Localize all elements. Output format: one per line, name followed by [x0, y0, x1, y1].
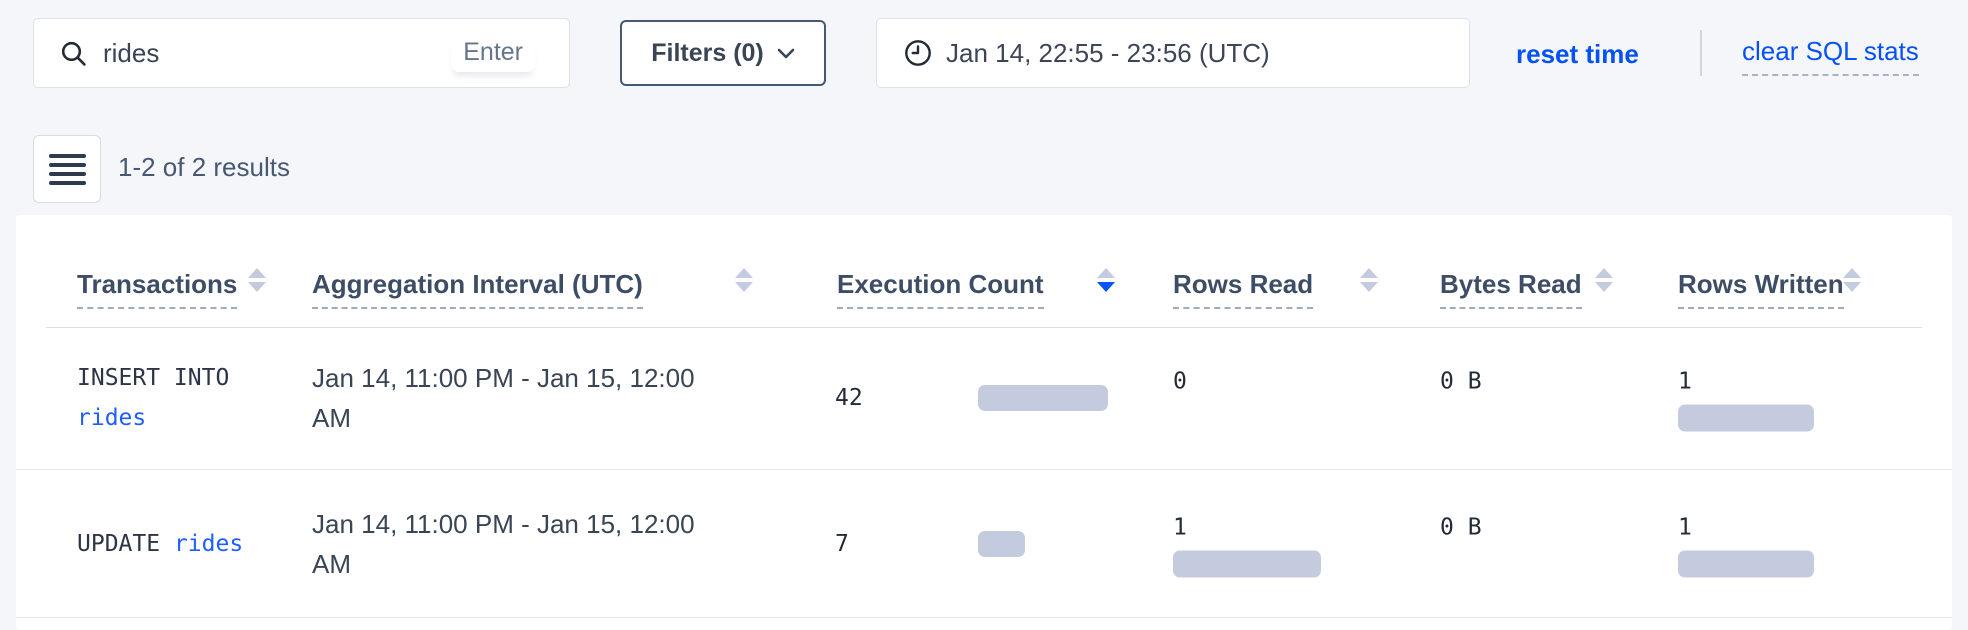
sort-control-aggregation-interval[interactable] — [735, 268, 753, 292]
rows-written-bar — [1678, 550, 1814, 577]
execution-count-value: 7 — [835, 530, 849, 557]
aggregation-interval-cell: Jan 14, 11:00 PM - Jan 15, 12:00 AM — [312, 363, 695, 433]
bytes-read-cell: 0 B — [1440, 365, 1640, 432]
sort-control-transactions[interactable] — [248, 268, 266, 292]
statement-keyword: INSERT INTO — [77, 365, 230, 391]
sort-asc-icon — [248, 268, 266, 278]
results-count-text: 1-2 of 2 results — [118, 152, 290, 182]
column-header-execution-count: Execution Count — [837, 269, 1044, 309]
column-header-rows-written: Rows Written — [1678, 269, 1844, 309]
column-header-label[interactable]: Rows Read — [1173, 269, 1314, 309]
table-row: INSERT INTO rides Jan 14, 11:00 PM - Jan… — [16, 327, 1952, 470]
rows-read-value: 1 — [1173, 514, 1187, 540]
execution-count-cell: 42 — [835, 376, 1135, 420]
column-header-bytes-read: Bytes Read — [1440, 269, 1582, 309]
table-row: UPDATE rides Jan 14, 11:00 PM - Jan 15, … — [16, 470, 1952, 618]
search-box[interactable]: Enter — [33, 18, 570, 88]
rows-written-cell: 1 — [1678, 510, 1908, 577]
rows-read-cell: 0 — [1173, 365, 1403, 432]
aggregation-interval-cell: Jan 14, 11:00 PM - Jan 15, 12:00 AM — [312, 508, 695, 579]
sort-control-rows-written[interactable] — [1843, 268, 1861, 292]
enter-key-hint: Enter — [451, 35, 535, 72]
execution-count-bar — [978, 385, 1108, 411]
header-divider — [46, 327, 1922, 328]
rows-read-cell: 1 — [1173, 510, 1403, 577]
table-link[interactable]: rides — [173, 530, 244, 557]
table-link[interactable]: rides — [77, 405, 147, 431]
rows-written-value: 1 — [1678, 514, 1692, 540]
transaction-cell: UPDATE rides — [77, 524, 277, 564]
filters-button[interactable]: Filters (0) — [620, 20, 826, 86]
time-range-label: Jan 14, 22:55 - 23:56 (UTC) — [946, 37, 1270, 68]
chevron-down-icon — [777, 48, 795, 59]
toolbar-divider — [1700, 30, 1702, 76]
sort-desc-icon — [1595, 282, 1613, 292]
column-header-label[interactable]: Transactions — [77, 269, 238, 309]
execution-count-value: 42 — [835, 385, 863, 411]
execution-count-bar — [978, 530, 1025, 557]
sort-desc-icon — [248, 282, 266, 292]
rows-written-cell: 1 — [1678, 365, 1908, 432]
search-input[interactable] — [103, 37, 452, 69]
column-header-aggregation-interval: Aggregation Interval (UTC) — [312, 269, 643, 309]
bytes-read-value: 0 B — [1440, 514, 1482, 540]
time-range-picker[interactable]: Jan 14, 22:55 - 23:56 (UTC) — [876, 18, 1470, 88]
column-header-label[interactable]: Aggregation Interval (UTC) — [312, 269, 643, 309]
bytes-read-value: 0 B — [1440, 368, 1482, 395]
menu-lines-icon — [48, 153, 86, 185]
sort-asc-icon — [1097, 268, 1115, 278]
rows-written-value: 1 — [1678, 368, 1692, 395]
column-header-transactions: Transactions — [77, 269, 238, 309]
bytes-read-cell: 0 B — [1440, 510, 1640, 577]
clock-icon — [904, 39, 932, 67]
statement-keyword: UPDATE — [77, 530, 161, 557]
sort-control-bytes-read[interactable] — [1595, 268, 1613, 292]
filters-label: Filters (0) — [651, 38, 764, 67]
column-selector-button[interactable] — [33, 135, 101, 203]
column-header-label[interactable]: Execution Count — [837, 269, 1044, 309]
clear-sql-stats-link[interactable]: clear SQL stats — [1742, 36, 1919, 76]
rows-written-bar — [1678, 404, 1814, 432]
reset-time-link[interactable]: reset time — [1516, 39, 1639, 69]
column-header-label[interactable]: Bytes Read — [1440, 269, 1582, 309]
sort-desc-icon — [735, 282, 753, 292]
sort-asc-icon — [1595, 268, 1613, 278]
execution-count-cell: 7 — [835, 522, 1135, 566]
rows-read-value: 0 — [1173, 368, 1187, 395]
sort-desc-icon — [1097, 282, 1115, 292]
column-header-label[interactable]: Rows Written — [1678, 269, 1844, 309]
column-header-rows-read: Rows Read — [1173, 269, 1314, 309]
sort-control-rows-read[interactable] — [1360, 268, 1378, 292]
sort-asc-icon — [1360, 268, 1378, 278]
sort-asc-icon — [1843, 268, 1861, 278]
sort-desc-icon — [1360, 282, 1378, 292]
rows-read-bar — [1173, 550, 1321, 577]
sort-control-execution-count[interactable] — [1097, 268, 1115, 292]
transaction-cell: INSERT INTO rides — [77, 358, 277, 438]
search-icon — [60, 40, 87, 67]
sort-desc-icon — [1843, 282, 1861, 292]
transactions-table-card: Transactions Aggregation Interval (UTC) … — [16, 215, 1952, 630]
sort-asc-icon — [735, 268, 753, 278]
